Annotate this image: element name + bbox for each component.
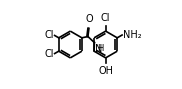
- Text: O: O: [85, 14, 93, 24]
- Text: OH: OH: [98, 66, 113, 76]
- Text: NH₂: NH₂: [122, 30, 141, 40]
- Text: Cl: Cl: [45, 30, 54, 40]
- Text: Cl: Cl: [101, 13, 110, 23]
- Text: H: H: [97, 44, 103, 53]
- Text: N: N: [95, 44, 102, 54]
- Text: Cl: Cl: [45, 49, 54, 59]
